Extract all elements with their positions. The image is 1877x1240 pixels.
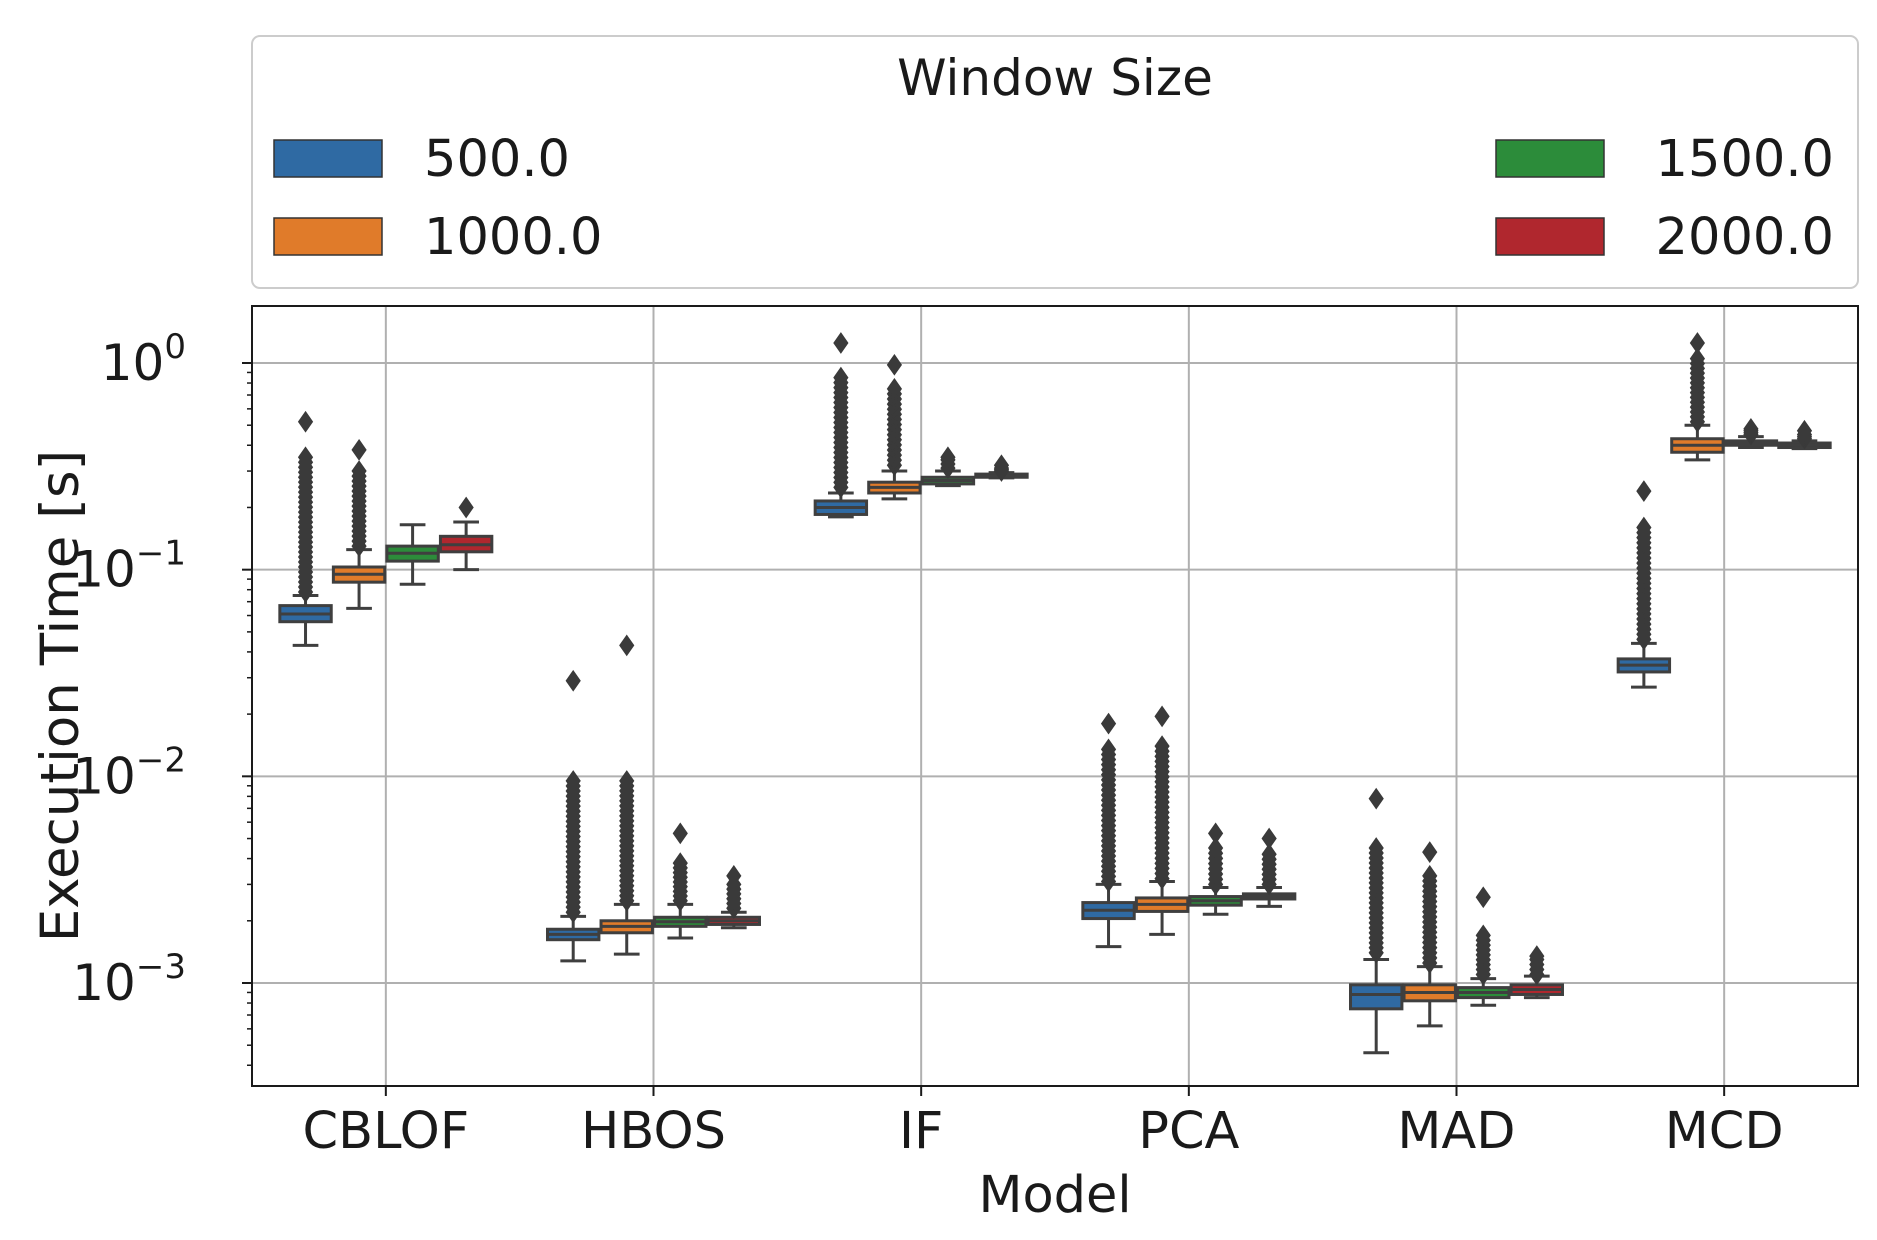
x-tick-label-pca: PCA: [1138, 1102, 1239, 1161]
box-cblof-1500.0: [385, 523, 440, 586]
outlier: [1368, 837, 1384, 859]
y-tick-label-0: 100: [101, 327, 186, 392]
outlier-max: [351, 438, 367, 461]
box-mad-2000.0: [1509, 945, 1564, 1000]
outlier: [1207, 837, 1224, 859]
outlier-max: [726, 864, 742, 887]
legend-frame: [251, 35, 1859, 289]
legend-swatch-3: [1495, 217, 1605, 256]
box-if-1500.0: [920, 446, 976, 488]
legend-label-3: 2000.0: [1656, 208, 1834, 267]
legend-swatch-2: [1495, 139, 1605, 178]
outlier-max: [1796, 419, 1813, 442]
box-cblof-500.0: [278, 410, 333, 647]
outlier-max: [1368, 787, 1384, 810]
outlier-max: [1743, 418, 1759, 440]
y-axis-ticks: 100 10−1 10−2 10−3: [72, 327, 252, 1066]
x-axis-label: Model: [978, 1166, 1131, 1225]
outlier-max: [1154, 705, 1170, 728]
outlier: [1100, 738, 1117, 761]
outlier: [1422, 864, 1438, 887]
box-hbos-1500.0: [653, 822, 708, 940]
box-marks: [278, 332, 1832, 1055]
outlier: [565, 770, 581, 792]
outlier-max: [1100, 712, 1117, 735]
x-tick-label-hbos: HBOS: [581, 1102, 726, 1161]
x-axis-ticks: CBLOF HBOS IF PCA MAD MCD: [302, 1086, 1784, 1161]
outlier: [619, 770, 635, 792]
box-pca-2000.0: [1241, 827, 1297, 908]
legend-title: Window Size: [897, 49, 1213, 107]
x-tick-label-mad: MAD: [1397, 1102, 1515, 1161]
outlier: [1154, 735, 1170, 758]
outlier: [1261, 843, 1277, 866]
outlier-max: [1207, 822, 1224, 845]
y-tick-label-3: 10−3: [72, 947, 186, 1012]
y-tick-label-1: 10−1: [72, 534, 186, 599]
box-if-2000.0: [974, 454, 1029, 482]
box-mcd-500.0: [1616, 480, 1672, 689]
legend: Window Size 500.0 1000.0 1500.0 2000.0: [251, 35, 1859, 289]
outlier: [886, 377, 903, 400]
legend-entry-0: 500.0: [273, 130, 570, 189]
outlier: [1689, 347, 1706, 370]
box-iqr: [1349, 983, 1404, 1011]
grid-lines: [252, 306, 1858, 1086]
box-mad-500.0: [1349, 787, 1404, 1055]
legend-label-2: 1500.0: [1656, 130, 1834, 189]
plot-frame: [251, 305, 1859, 1087]
outlier-max: [672, 822, 688, 845]
outlier-max: [833, 332, 849, 354]
outlier-max: [458, 496, 474, 519]
box-if-500.0: [813, 332, 869, 519]
box-hbos-500.0: [546, 669, 601, 963]
box-mcd-1500.0: [1723, 418, 1779, 450]
x-tick-label-mcd: MCD: [1665, 1102, 1784, 1161]
outlier-max: [1422, 841, 1438, 863]
legend-entry-1: 1000.0: [273, 208, 602, 267]
outlier: [1475, 924, 1491, 947]
outlier: [297, 446, 314, 469]
outlier-max: [1636, 480, 1652, 502]
outlier-max: [619, 634, 635, 657]
box-cblof-1000.0: [331, 438, 387, 610]
box-mcd-2000.0: [1777, 419, 1832, 451]
outlier-max: [940, 446, 956, 469]
box-mad-1500.0: [1456, 886, 1511, 1007]
legend-label-0: 500.0: [424, 130, 570, 189]
legend-swatch-1: [273, 217, 383, 256]
legend-swatch-0: [273, 139, 383, 178]
outlier: [672, 852, 688, 875]
box-pca-500.0: [1081, 712, 1136, 949]
outlier: [351, 460, 367, 482]
y-tick-label-2: 10−2: [72, 740, 186, 805]
box-hbos-2000.0: [706, 864, 761, 930]
box-cblof-2000.0: [438, 496, 494, 572]
outlier-max: [1689, 332, 1706, 354]
legend-entry-2: 1500.0: [1495, 130, 1834, 189]
legend-label-1: 1000.0: [424, 208, 602, 267]
box-mad-1000.0: [1402, 841, 1457, 1028]
outlier-max: [1529, 945, 1545, 967]
box-if-1000.0: [867, 353, 922, 501]
outlier-max: [993, 454, 1010, 477]
x-tick-label-cblof: CBLOF: [302, 1102, 469, 1161]
outlier: [1636, 516, 1652, 539]
outlier-max: [565, 669, 581, 692]
box-hbos-1000.0: [599, 634, 654, 956]
x-tick-label-if: IF: [899, 1102, 943, 1161]
box-mcd-1000.0: [1670, 332, 1725, 462]
y-axis-label: Execution Time [s]: [30, 450, 91, 942]
outlier-max: [886, 353, 903, 376]
box-pca-1000.0: [1134, 705, 1190, 936]
outlier-max: [1261, 827, 1277, 850]
legend-entry-3: 2000.0: [1495, 208, 1834, 267]
box-pca-1500.0: [1188, 822, 1243, 916]
outlier: [833, 366, 849, 389]
outlier-max: [297, 410, 314, 433]
outlier-max: [1475, 886, 1491, 909]
